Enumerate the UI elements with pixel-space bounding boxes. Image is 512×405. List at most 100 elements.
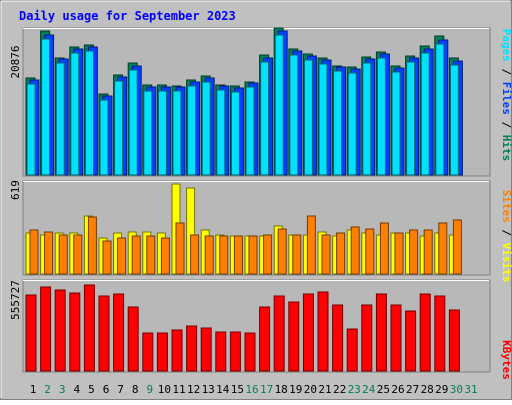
bar-mid-sites-7 — [117, 237, 127, 275]
bar-mid-sites-27 — [409, 229, 419, 275]
x-tick-label-27: 27 — [406, 383, 419, 396]
x-tick-label-28: 28 — [421, 383, 434, 396]
bar-bot-kbytes-16 — [244, 332, 256, 372]
bar-mid-sites-9 — [146, 235, 156, 275]
bar-mid-sites-19 — [292, 234, 302, 275]
bar-mid-sites-17 — [263, 234, 273, 275]
x-tick-label-4: 4 — [73, 383, 80, 396]
x-tick-label-12: 12 — [187, 383, 200, 396]
bar-bot-kbytes-20 — [302, 293, 314, 372]
bar-top-files-26 — [391, 71, 401, 176]
x-tick-label-22: 22 — [333, 383, 346, 396]
bar-mid-sites-1 — [29, 229, 39, 275]
bar-mid-sites-28 — [423, 229, 433, 275]
x-tick-label-9: 9 — [146, 383, 153, 396]
x-tick-label-2: 2 — [44, 383, 51, 396]
legend-files: Files — [500, 82, 512, 115]
x-tick-label-17: 17 — [260, 383, 273, 396]
bar-bot-kbytes-22 — [332, 304, 344, 372]
bar-bot-kbytes-24 — [361, 304, 373, 372]
bar-top-files-27 — [406, 61, 416, 176]
bar-bot-kbytes-15 — [229, 331, 241, 372]
bar-bot-kbytes-19 — [288, 301, 300, 372]
bar-bot-kbytes-9 — [142, 332, 154, 372]
bar-mid-sites-12 — [190, 234, 200, 275]
x-tick-label-20: 20 — [304, 383, 317, 396]
x-tick-label-18: 18 — [275, 383, 288, 396]
bar-top-files-13 — [201, 81, 211, 176]
legend-sep-3: / — [500, 223, 512, 243]
bar-top-files-16 — [245, 86, 255, 176]
bar-mid-sites-15 — [233, 235, 243, 275]
x-tick-label-5: 5 — [88, 383, 95, 396]
top-ymax-label: 20876 — [9, 45, 22, 78]
bar-top-files-9 — [143, 90, 153, 176]
bar-top-files-8 — [128, 69, 138, 176]
bar-top-files-2 — [41, 38, 51, 176]
bar-top-files-21 — [318, 63, 328, 176]
bar-mid-sites-30 — [452, 219, 462, 275]
bar-top-files-11 — [172, 90, 182, 176]
bot-ymax-label: 555727 — [9, 280, 22, 320]
bar-top-files-24 — [362, 62, 372, 176]
bar-bot-kbytes-12 — [186, 325, 198, 372]
x-tick-label-16: 16 — [245, 383, 258, 396]
bar-mid-sites-11 — [175, 222, 185, 275]
x-tick-label-3: 3 — [59, 383, 66, 396]
bar-mid-sites-23 — [350, 226, 360, 275]
bar-mid-sites-18 — [277, 228, 287, 275]
bar-bot-kbytes-27 — [405, 310, 417, 372]
mid-ymax-label: 619 — [9, 180, 22, 200]
bar-bot-kbytes-1 — [25, 294, 37, 372]
bar-mid-sites-26 — [394, 232, 404, 275]
x-tick-label-10: 10 — [158, 383, 171, 396]
x-tick-label-15: 15 — [231, 383, 244, 396]
bar-bot-kbytes-17 — [259, 306, 271, 372]
bar-top-files-5 — [84, 50, 94, 176]
bar-top-files-1 — [26, 83, 36, 176]
bar-bot-kbytes-3 — [54, 289, 66, 372]
bar-top-files-25 — [376, 57, 386, 176]
bar-top-files-22 — [333, 70, 343, 176]
bar-top-files-19 — [289, 54, 299, 176]
bar-bot-kbytes-7 — [113, 293, 125, 372]
x-tick-label-8: 8 — [132, 383, 139, 396]
x-tick-label-19: 19 — [289, 383, 302, 396]
bar-top-files-7 — [114, 80, 124, 176]
bar-bot-kbytes-2 — [40, 286, 52, 372]
bar-mid-sites-13 — [204, 235, 214, 275]
x-tick-label-31: 31 — [464, 383, 477, 396]
x-tick-label-11: 11 — [172, 383, 185, 396]
bar-bot-kbytes-6 — [98, 295, 110, 372]
bar-mid-sites-8 — [131, 235, 141, 275]
x-tick-label-24: 24 — [362, 383, 376, 396]
x-tick-label-21: 21 — [318, 383, 331, 396]
bar-top-files-15 — [230, 91, 240, 176]
bar-bot-kbytes-4 — [69, 292, 81, 372]
bot-legend: KBytes — [500, 340, 512, 380]
bar-top-files-30 — [449, 64, 459, 176]
bar-bot-kbytes-21 — [317, 291, 329, 372]
bar-top-files-28 — [420, 52, 430, 176]
x-tick-label-14: 14 — [216, 383, 230, 396]
bar-bot-kbytes-11 — [171, 329, 183, 372]
legend-kbytes: KBytes — [500, 340, 512, 380]
bar-mid-sites-24 — [365, 228, 375, 275]
bar-mid-sites-16 — [248, 235, 258, 275]
x-tick-label-6: 6 — [103, 383, 110, 396]
bar-bot-kbytes-10 — [156, 332, 168, 372]
panel-bot — [22, 279, 491, 373]
x-tick-label-26: 26 — [391, 383, 404, 396]
legend-sites: Sites — [500, 190, 512, 223]
bar-top-files-18 — [274, 34, 284, 176]
x-tick-label-30: 30 — [450, 383, 463, 396]
bar-top-files-4 — [70, 52, 80, 176]
bar-top-files-12 — [187, 85, 197, 176]
bar-mid-sites-3 — [58, 234, 68, 275]
bar-mid-sites-20 — [306, 215, 316, 275]
legend-visits: Visits — [500, 243, 512, 283]
x-tick-label-13: 13 — [202, 383, 215, 396]
bar-bot-kbytes-26 — [390, 304, 402, 372]
